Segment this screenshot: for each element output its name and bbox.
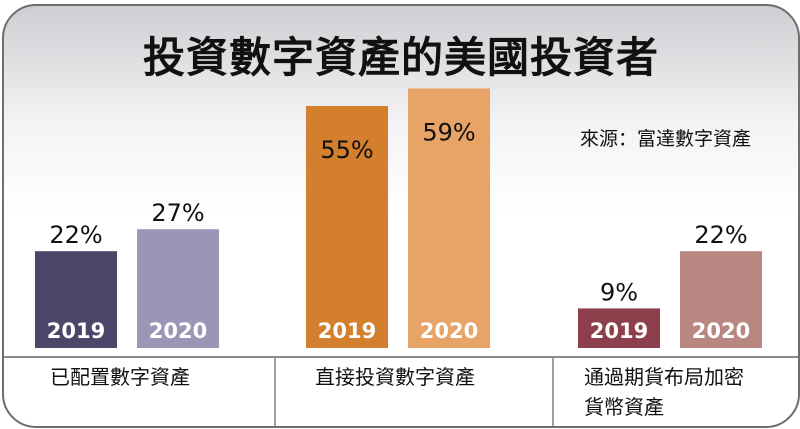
bar-0-1 (137, 229, 219, 348)
category-label-0-0: 已配置數字資產 (50, 365, 190, 389)
bar-2-0 (578, 308, 660, 348)
source-note: 來源：富達數字資產 (580, 128, 752, 150)
value-label-1-0: 55% (320, 136, 373, 164)
year-label-1-1: 2020 (420, 319, 478, 343)
baseline (4, 356, 798, 358)
category-label-1-0: 直接投資數字資產 (315, 365, 475, 389)
bar-1-0 (306, 106, 388, 348)
category-label-2-0: 通過期貨布局加密 (584, 365, 744, 389)
year-label-2-1: 2020 (692, 319, 750, 343)
value-label-2-1: 22% (694, 221, 747, 249)
bar-1-1 (408, 88, 490, 349)
value-label-1-1: 59% (422, 118, 475, 146)
year-label-1-0: 2019 (318, 319, 376, 343)
category-label-2-1: 貨幣資產 (584, 395, 664, 419)
chart-title: 投資數字資產的美國投資者 (142, 33, 659, 82)
year-label-0-0: 2019 (47, 319, 105, 343)
bar-2-1 (680, 251, 762, 348)
chart-frame: 投資數字資產的美國投資者 來源：富達數字資產 22% 2019 27% 2020 已配置… (2, 4, 800, 428)
group-separator-1 (552, 358, 554, 426)
value-label-2-0: 9% (600, 278, 638, 306)
value-label-0-0: 22% (49, 221, 102, 249)
bar-0-0 (35, 251, 117, 348)
bar-chart: 22% 2019 27% 2020 已配置數字資產 55% 2019 59% 2020 直接投資數… (4, 88, 798, 426)
year-label-0-1: 2020 (149, 319, 207, 343)
year-label-2-0: 2019 (590, 319, 648, 343)
group-separator-0 (274, 358, 276, 426)
value-label-0-1: 27% (151, 199, 204, 227)
